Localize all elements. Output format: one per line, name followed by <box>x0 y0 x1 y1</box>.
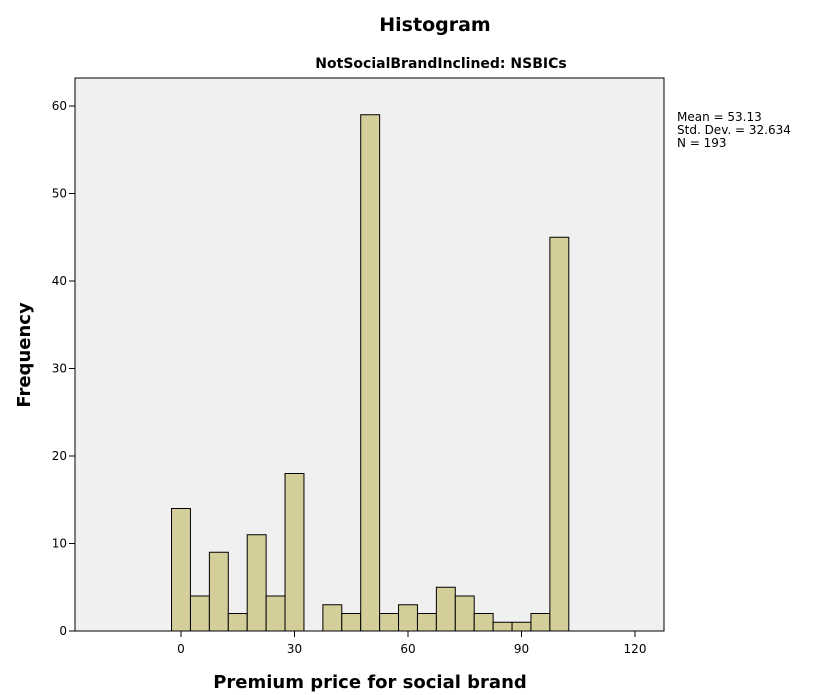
histogram-bar <box>492 621 513 632</box>
x-tick-label: 30 <box>287 642 302 656</box>
histogram-bar <box>454 595 475 632</box>
histogram-bar <box>265 595 286 632</box>
histogram-bar <box>208 551 229 632</box>
histogram-bar <box>341 613 362 632</box>
y-tick-label: 10 <box>52 537 67 551</box>
histogram-bar <box>189 595 210 632</box>
histogram-bar <box>530 613 551 632</box>
stats-mean: Mean = 53.13 <box>677 110 762 124</box>
histogram-bar <box>416 613 437 632</box>
y-tick-label: 50 <box>52 187 67 201</box>
histogram-bar <box>398 604 418 632</box>
chart-title: Histogram <box>379 14 490 36</box>
histogram-bar <box>473 613 494 632</box>
histogram-bar <box>322 604 343 632</box>
x-tick-label: 0 <box>177 642 185 656</box>
y-tick-label: 30 <box>52 362 67 376</box>
histogram-bar <box>227 613 248 632</box>
x-tick-label: 120 <box>624 642 647 656</box>
y-tick-label: 60 <box>52 99 67 113</box>
histogram-bar <box>284 473 305 632</box>
y-tick-label: 40 <box>52 274 67 288</box>
x-tick-label: 90 <box>514 642 529 656</box>
y-axis: 0 10 20 30 40 50 60 <box>52 99 75 638</box>
chart-subtitle: NotSocialBrandInclined: NSBICs <box>315 56 566 72</box>
stats-n: N = 193 <box>677 136 727 150</box>
x-axis: 0 30 60 90 120 <box>177 631 646 656</box>
histogram-bar <box>511 621 532 632</box>
stats-box: Mean = 53.13 Std. Dev. = 32.634 N = 193 <box>677 110 791 150</box>
histogram-bar <box>360 114 381 632</box>
stats-std-dev: Std. Dev. = 32.634 <box>677 123 791 137</box>
y-tick-label: 20 <box>52 449 67 463</box>
histogram-bar <box>379 613 400 632</box>
x-axis-label: Premium price for social brand <box>213 672 527 693</box>
histogram-bar <box>171 508 191 632</box>
histogram-bar <box>549 236 570 632</box>
histogram-bar <box>246 534 267 632</box>
y-axis-label: Frequency <box>14 302 35 408</box>
bars-group <box>171 114 570 632</box>
y-tick-label: 0 <box>59 624 67 638</box>
x-tick-label: 60 <box>400 642 415 656</box>
histogram-bar <box>435 586 456 632</box>
